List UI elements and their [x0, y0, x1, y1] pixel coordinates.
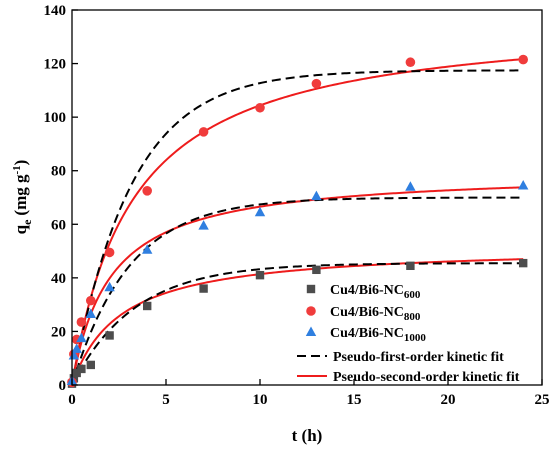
data-point-series-0 [255, 270, 265, 280]
data-point-series-2 [85, 308, 96, 319]
data-point-series-2 [104, 281, 115, 292]
x-tick-label: 10 [253, 392, 268, 408]
y-tick-label: 60 [51, 217, 66, 233]
x-tick-label: 25 [535, 392, 550, 408]
data-point-series-2 [405, 181, 416, 191]
data-point-series-0 [312, 265, 321, 275]
data-point-series-1 [86, 295, 96, 306]
data-point-series-2 [68, 350, 80, 360]
data-point-series-0 [77, 364, 86, 374]
y-axis-title-exp: -1 [11, 165, 23, 174]
pso-fit-line-1 [71, 58, 524, 386]
legend-label-subscript: 600 [404, 289, 421, 301]
data-point-series-2 [142, 244, 153, 254]
data-point-series-2 [198, 220, 209, 230]
y-axis-title-main: q [11, 224, 30, 234]
data-points [66, 54, 529, 388]
data-point-series-0 [406, 261, 415, 271]
legend-label-subscript: 1000 [404, 332, 427, 344]
pfo-fit-line-0 [71, 262, 524, 386]
data-point-series-0 [105, 331, 114, 340]
y-tick-label: 140 [44, 3, 67, 19]
data-point-series-0 [72, 368, 81, 378]
legend-label-prefix: Cu4/Bi6-NC [330, 305, 404, 320]
pso-fit-line-2 [71, 186, 524, 386]
legend-label-prefix: Cu4/Bi6-NC [330, 283, 404, 298]
data-point-series-1 [311, 78, 322, 89]
legend-marker-0 [306, 284, 316, 294]
y-tick-label: 120 [44, 57, 67, 73]
legend-label-subscript: 800 [404, 311, 421, 323]
data-point-series-2 [311, 190, 322, 201]
x-tick-label: 0 [68, 392, 76, 408]
y-tick-label: 100 [44, 110, 67, 126]
y-axis-title-unit: (mg g [11, 174, 30, 216]
x-tick-label: 20 [441, 392, 456, 408]
y-tick-label: 80 [51, 164, 66, 180]
data-point-series-2 [76, 332, 87, 343]
plot-frame [71, 9, 543, 386]
data-point-series-1 [104, 247, 115, 258]
data-point-series-0 [143, 301, 152, 311]
data-point-series-1 [142, 186, 152, 196]
legend: Cu4/Bi6-NC600Cu4/Bi6-NC800Cu4/Bi6-NC1000… [297, 283, 520, 385]
y-tick-label: 20 [51, 324, 66, 340]
x-axis-title: t (h) [292, 426, 323, 445]
y-axis-title-sub: e [20, 219, 34, 225]
data-point-series-1 [518, 54, 528, 65]
x-tick-label: 5 [162, 392, 170, 408]
y-tick-label: 0 [59, 378, 67, 394]
x-tick-label: 15 [347, 392, 362, 408]
data-point-series-1 [255, 102, 265, 113]
legend-fit-label-1: Pseudo-second-order kinetic fit [333, 370, 520, 385]
y-axis-title: qe (mg g-1) [11, 160, 34, 235]
pfo-fit-line-1 [71, 69, 524, 386]
legend-marker-2 [305, 326, 317, 336]
legend-label-2: Cu4/Bi6-NC1000 [330, 326, 426, 344]
data-point-series-0 [86, 360, 95, 370]
legend-fit-label-0: Pseudo-first-order kinetic fit [333, 350, 504, 365]
data-point-series-2 [71, 343, 82, 353]
y-tick-label: 40 [51, 271, 66, 287]
data-point-series-2 [518, 179, 529, 190]
legend-label-prefix: Cu4/Bi6-NC [330, 326, 404, 341]
y-axis-title-close: ) [11, 160, 30, 166]
pso-fit-line-0 [71, 258, 524, 386]
legend-marker-1 [306, 306, 316, 316]
fit-curves [71, 58, 524, 386]
data-point-series-0 [199, 284, 208, 293]
data-point-series-0 [519, 258, 528, 268]
legend-label-0: Cu4/Bi6-NC600 [330, 283, 421, 301]
data-point-series-1 [198, 127, 209, 137]
data-point-series-2 [254, 206, 266, 217]
axis-ticks: 0 5 10 15 20 25 0 20 40 60 80 100 120 140 [44, 3, 550, 408]
legend-label-1: Cu4/Bi6-NC800 [330, 305, 421, 323]
data-point-series-1 [405, 57, 416, 68]
data-point-series-1 [76, 317, 87, 327]
